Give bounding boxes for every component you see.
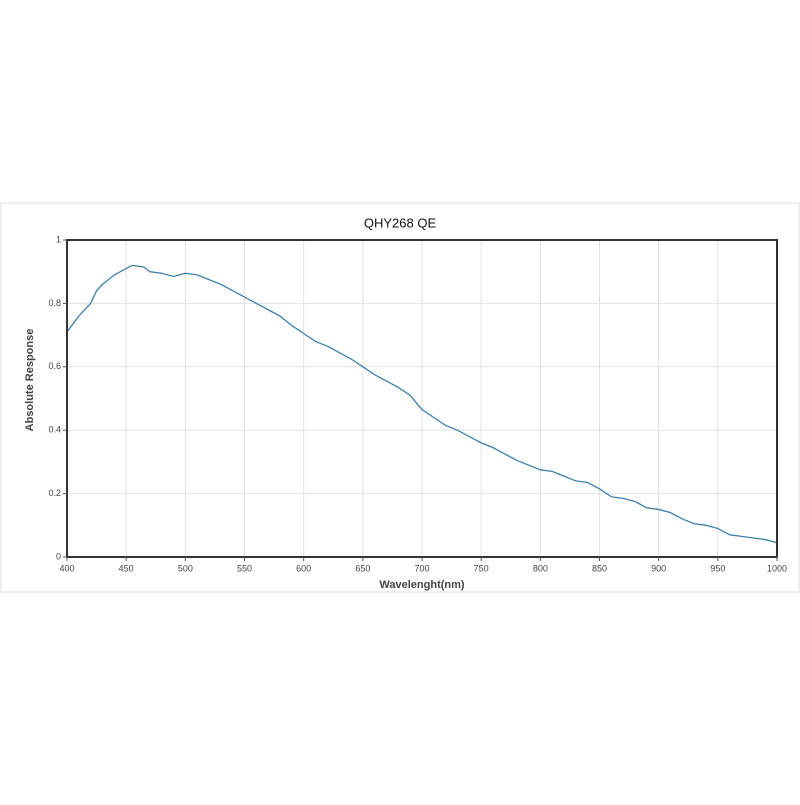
x-tick-label: 850 [592, 563, 607, 573]
x-tick-label: 500 [178, 563, 193, 573]
x-tick-label: 800 [533, 563, 548, 573]
x-tick-label: 1000 [767, 563, 787, 573]
x-tick-label: 900 [651, 563, 666, 573]
x-tick-label: 400 [59, 563, 74, 573]
x-tick-label: 600 [296, 563, 311, 573]
y-tick-label: 1 [56, 234, 61, 244]
x-tick-label: 750 [474, 563, 489, 573]
y-tick-label: 0.2 [48, 488, 61, 498]
x-tick-label: 450 [119, 563, 134, 573]
x-tick-label: 700 [414, 563, 429, 573]
chart-frame [0, 202, 800, 593]
data-line [66, 264, 778, 544]
x-tick-label: 550 [237, 563, 252, 573]
y-tick-label: 0.4 [48, 425, 61, 435]
x-tick-label: 950 [710, 563, 725, 573]
y-tick-label: 0.6 [48, 361, 61, 371]
x-tick-label: 650 [355, 563, 370, 573]
chart-title: QHY268 QE [364, 215, 437, 230]
y-tick-label: 0 [56, 551, 61, 561]
y-tick-label: 0.8 [48, 298, 61, 308]
y-axis-label: Absolute Response [24, 329, 36, 432]
x-axis-label: Wavelenght(nm) [379, 579, 464, 591]
